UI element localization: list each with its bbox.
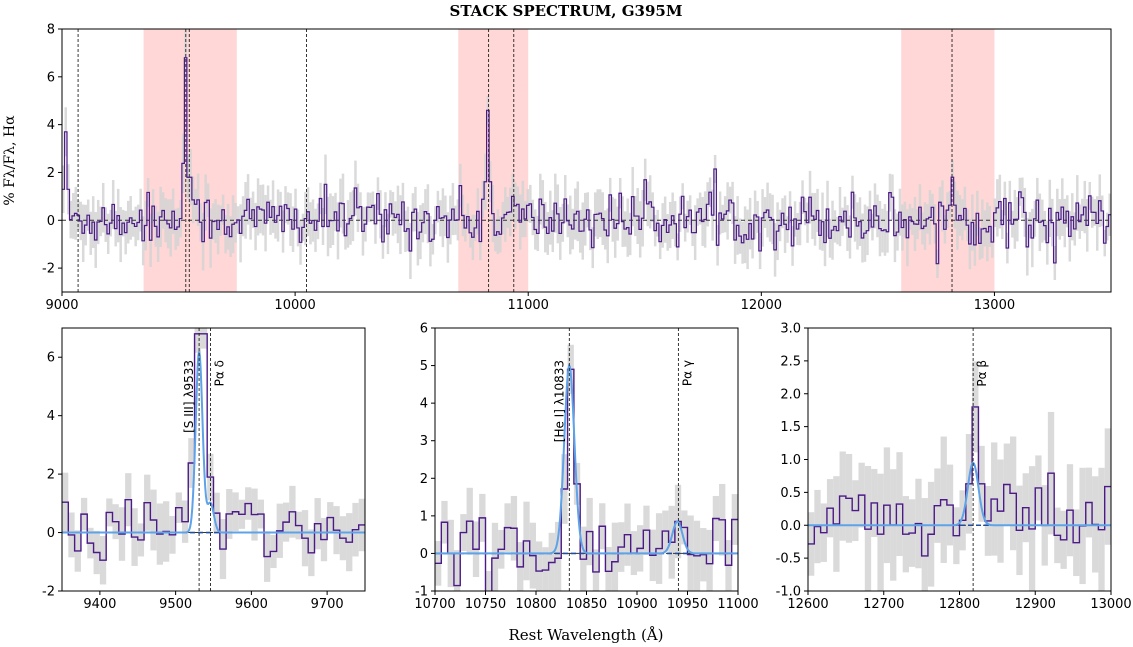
spectrum-step-line	[808, 406, 1111, 557]
plot-area	[435, 328, 738, 591]
y-tick-label: 2.5	[780, 354, 801, 369]
y-tick-label: 4	[47, 409, 55, 424]
error-band	[554, 521, 562, 591]
y-tick-label: -2	[42, 585, 55, 600]
error-band	[485, 570, 492, 591]
x-tick-label: 13000	[974, 298, 1015, 313]
line-annotation-0: Pα β	[975, 360, 989, 387]
y-tick-label: 0.5	[780, 486, 801, 501]
error-band	[536, 541, 543, 591]
y-tick-label: 8	[47, 23, 55, 38]
x-tick-label: 9400	[83, 597, 116, 612]
error-band	[877, 473, 884, 591]
error-band	[542, 547, 549, 591]
y-tick-label: 4	[420, 397, 428, 412]
error-band	[611, 522, 619, 591]
x-tick-label: 10700	[414, 597, 455, 612]
x-tick-label: 13000	[1090, 597, 1131, 612]
x-tick-label: 12800	[939, 597, 980, 612]
x-tick-label: 12000	[741, 298, 782, 313]
y-tick-label: -0.5	[776, 552, 801, 567]
zoom-panel-hei: 10700 10750 10800 10850 10900 10950 11000 -1 0 1 2…	[414, 322, 758, 613]
y-tick-label: 3	[420, 434, 428, 449]
x-tick-label: 10000	[274, 298, 315, 313]
error-band	[592, 549, 600, 591]
gaussian-fit-line	[435, 363, 738, 555]
error-band	[491, 522, 499, 591]
error-band	[864, 465, 872, 591]
x-axis-label: Rest Wavelength (Å)	[508, 626, 663, 644]
error-band	[605, 547, 612, 591]
x-tick-label: 10800	[515, 597, 556, 612]
error-band	[921, 498, 928, 591]
spectrum-step-line	[62, 57, 1111, 265]
x-tick-label: 11000	[508, 298, 549, 313]
y-tick-label: 0	[47, 526, 55, 541]
y-tick-label: 2	[47, 166, 55, 181]
y-axis-label: % Fλ/Fλ, Hα	[2, 115, 18, 206]
error-band	[194, 328, 201, 353]
figure-title: STACK SPECTRUM, G395M	[450, 2, 683, 20]
x-tick-label: 9500	[159, 597, 192, 612]
y-tick-label: 5	[420, 359, 428, 374]
gaussian-fit-line	[62, 351, 365, 534]
y-tick-label: 2.0	[780, 387, 801, 402]
x-tick-label: 10850	[566, 597, 607, 612]
x-tick-label: 12600	[787, 597, 828, 612]
x-tick-label: 12700	[863, 597, 904, 612]
x-tick-label: 11000	[717, 597, 758, 612]
top-panel: 9000 10000 11000 12000 13000 -2 0 2 4 6 8 % Fλ/Fλ, …	[2, 23, 1112, 313]
plot-area	[62, 29, 1111, 292]
plot-area	[62, 328, 365, 591]
gaussian-fit-line	[808, 461, 1111, 527]
error-band	[200, 328, 208, 349]
axes-frame	[61, 28, 1112, 293]
plot-area	[808, 328, 1111, 591]
line-annotation-0: [He I] λ10833	[552, 360, 566, 442]
y-tick-label: 6	[47, 70, 55, 85]
y-tick-label: 0	[420, 547, 428, 562]
y-tick-label: 1.0	[780, 453, 801, 468]
x-tick-label: 10950	[667, 597, 708, 612]
y-tick-label: 1.5	[780, 420, 801, 435]
x-tick-label: 9600	[235, 597, 268, 612]
x-tick-label: 9000	[45, 298, 78, 313]
axes-frame	[61, 327, 366, 592]
y-tick-label: 2	[420, 472, 428, 487]
line-annotation-1: Pα δ	[212, 360, 226, 386]
x-tick-label: 12900	[1015, 597, 1056, 612]
y-tick-label: 4	[47, 118, 55, 133]
spectrum-step-line	[435, 368, 738, 591]
zoom-panel-siii: 9400 9500 9600 9700 -2 0 2 4 6 [S III] λ9533 Pα δ	[42, 327, 366, 612]
y-tick-label: -2	[42, 262, 55, 277]
y-tick-label: 2	[47, 468, 55, 483]
y-tick-label: 0.0	[780, 519, 801, 534]
y-tick-label: -1.0	[776, 585, 801, 600]
y-tick-label: 3.0	[780, 322, 801, 337]
y-tick-label: -1	[415, 585, 428, 600]
x-tick-label: 10750	[465, 597, 506, 612]
zoom-panel-pab: 12600 12700 12800 12900 13000 -1.0 -0.5 0.0 0.5 1…	[776, 322, 1132, 613]
shaded-region-1	[458, 29, 529, 292]
error-band	[706, 529, 713, 591]
line-annotation-1: Pα γ	[680, 360, 694, 386]
x-tick-label: 10900	[616, 597, 657, 612]
x-tick-label: 9700	[311, 597, 344, 612]
y-tick-label: 0	[47, 214, 55, 229]
y-tick-label: 1	[420, 509, 428, 524]
line-annotation-0: [S III] λ9533	[182, 360, 196, 433]
y-tick-label: 6	[47, 351, 55, 366]
y-tick-label: 6	[420, 322, 428, 337]
error-band	[453, 550, 461, 591]
